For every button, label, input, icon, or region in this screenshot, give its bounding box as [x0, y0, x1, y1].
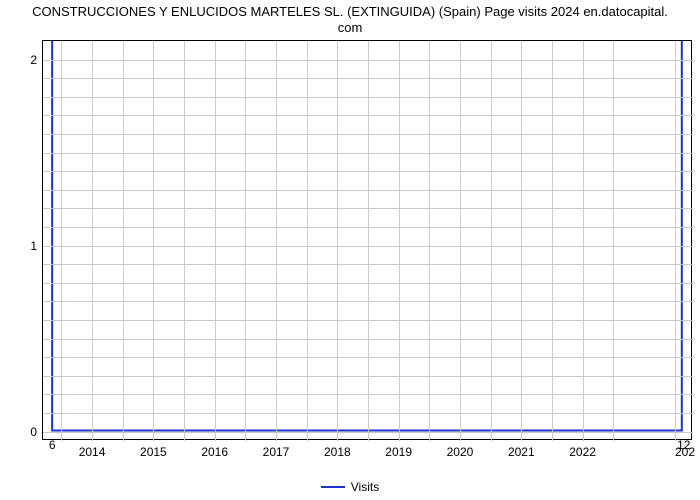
gridline-vertical	[399, 41, 400, 441]
x-axis-tick-label: 2020	[447, 439, 474, 459]
gridline-vertical	[215, 41, 216, 441]
gridline-vertical	[521, 41, 522, 441]
gridline-vertical	[491, 41, 492, 441]
x-axis-tick-label: 2019	[385, 439, 412, 459]
gridline-vertical	[675, 41, 676, 441]
x-axis-tick-label: 2014	[79, 439, 106, 459]
gridline-horizontal	[43, 78, 693, 79]
gridline-vertical	[429, 41, 430, 441]
gridline-vertical	[368, 41, 369, 441]
visits-line-path	[52, 41, 682, 430]
gridline-horizontal	[43, 264, 693, 265]
visits-line-series	[43, 41, 691, 440]
gridline-horizontal	[43, 171, 693, 172]
y-axis-tick-label: 1	[30, 239, 43, 253]
gridline-vertical	[337, 41, 338, 441]
x-axis-tick-label: 2016	[201, 439, 228, 459]
data-point-label: 6	[49, 438, 56, 452]
chart-title-line2: com	[338, 20, 363, 35]
x-axis-tick-label: 2022	[569, 439, 596, 459]
gridline-horizontal	[43, 97, 693, 98]
gridline-vertical	[613, 41, 614, 441]
gridline-horizontal	[43, 320, 693, 321]
gridline-horizontal	[43, 376, 693, 377]
gridline-horizontal	[43, 153, 693, 154]
chart-legend: Visits	[0, 480, 700, 494]
gridline-vertical	[460, 41, 461, 441]
legend-label: Visits	[351, 480, 379, 494]
gridline-vertical	[92, 41, 93, 441]
gridline-vertical	[552, 41, 553, 441]
gridline-vertical	[153, 41, 154, 441]
gridline-horizontal	[43, 60, 693, 61]
x-axis-tick-label: 2018	[324, 439, 351, 459]
gridline-horizontal	[43, 227, 693, 228]
y-axis-tick-label: 0	[30, 425, 43, 439]
gridline-horizontal	[43, 357, 693, 358]
gridline-vertical	[276, 41, 277, 441]
data-point-label: 12	[677, 438, 690, 452]
chart-title-line1: CONSTRUCCIONES Y ENLUCIDOS MARTELES SL. …	[32, 4, 668, 19]
x-axis-tick-label: 2021	[508, 439, 535, 459]
gridline-vertical	[184, 41, 185, 441]
gridline-horizontal	[43, 339, 693, 340]
gridline-horizontal	[43, 413, 693, 414]
gridline-horizontal	[43, 115, 693, 116]
x-axis-tick-label: 2017	[263, 439, 290, 459]
gridline-horizontal	[43, 432, 693, 433]
gridline-vertical	[61, 41, 62, 441]
gridline-horizontal	[43, 283, 693, 284]
plot-area: 0122014201520162017201820192020202120222…	[42, 40, 692, 440]
gridline-horizontal	[43, 208, 693, 209]
y-axis-tick-label: 2	[30, 53, 43, 67]
gridline-horizontal	[43, 301, 693, 302]
gridline-horizontal	[43, 134, 693, 135]
gridline-vertical	[307, 41, 308, 441]
gridline-horizontal	[43, 190, 693, 191]
x-axis-tick-label: 2015	[140, 439, 167, 459]
gridline-vertical	[245, 41, 246, 441]
gridline-horizontal	[43, 394, 693, 395]
gridline-horizontal	[43, 246, 693, 247]
gridline-vertical	[123, 41, 124, 441]
gridline-vertical	[583, 41, 584, 441]
chart-title: CONSTRUCCIONES Y ENLUCIDOS MARTELES SL. …	[0, 4, 700, 37]
legend-swatch	[321, 486, 345, 488]
